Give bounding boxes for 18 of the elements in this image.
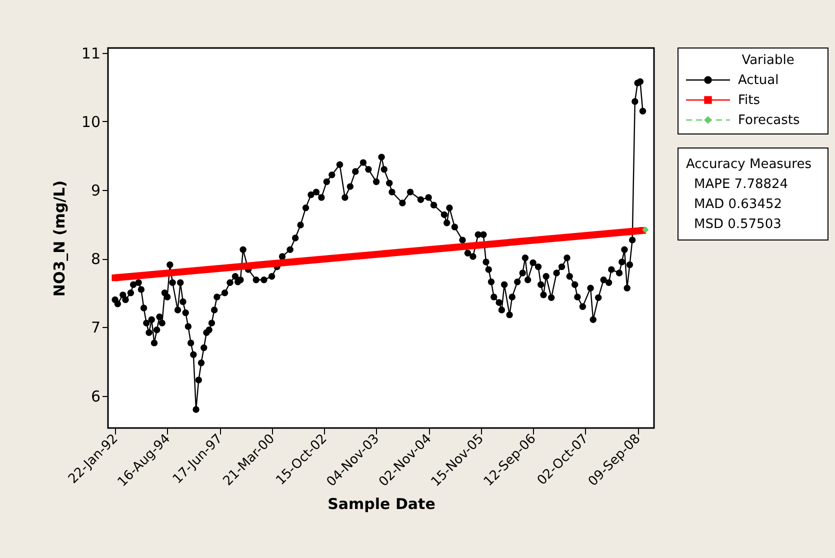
y-tick-label: 9 [90, 181, 100, 200]
y-axis-title: NO3_N (mg/L) [50, 180, 68, 297]
text: MSD 0.57503 [694, 217, 782, 232]
text: Accuracy Measures [686, 157, 812, 172]
y-tick-label: 6 [90, 387, 100, 406]
y-tick-label: 11 [81, 44, 100, 62]
point [112, 274, 118, 282]
legend-label: Fits [738, 93, 760, 108]
y-tick-label: 7 [90, 318, 100, 337]
y-tick-label: 8 [90, 250, 100, 268]
text: MAPE 7.78824 [694, 177, 788, 192]
y-tick-label: 10 [81, 112, 100, 131]
legend-label: Actual [738, 73, 779, 88]
legend-label: Forecasts [738, 113, 800, 128]
text: MAD 0.63452 [694, 197, 782, 212]
x-axis-title: Sample Date [328, 495, 436, 514]
legend-title: Variable [742, 53, 794, 68]
point [642, 226, 649, 234]
